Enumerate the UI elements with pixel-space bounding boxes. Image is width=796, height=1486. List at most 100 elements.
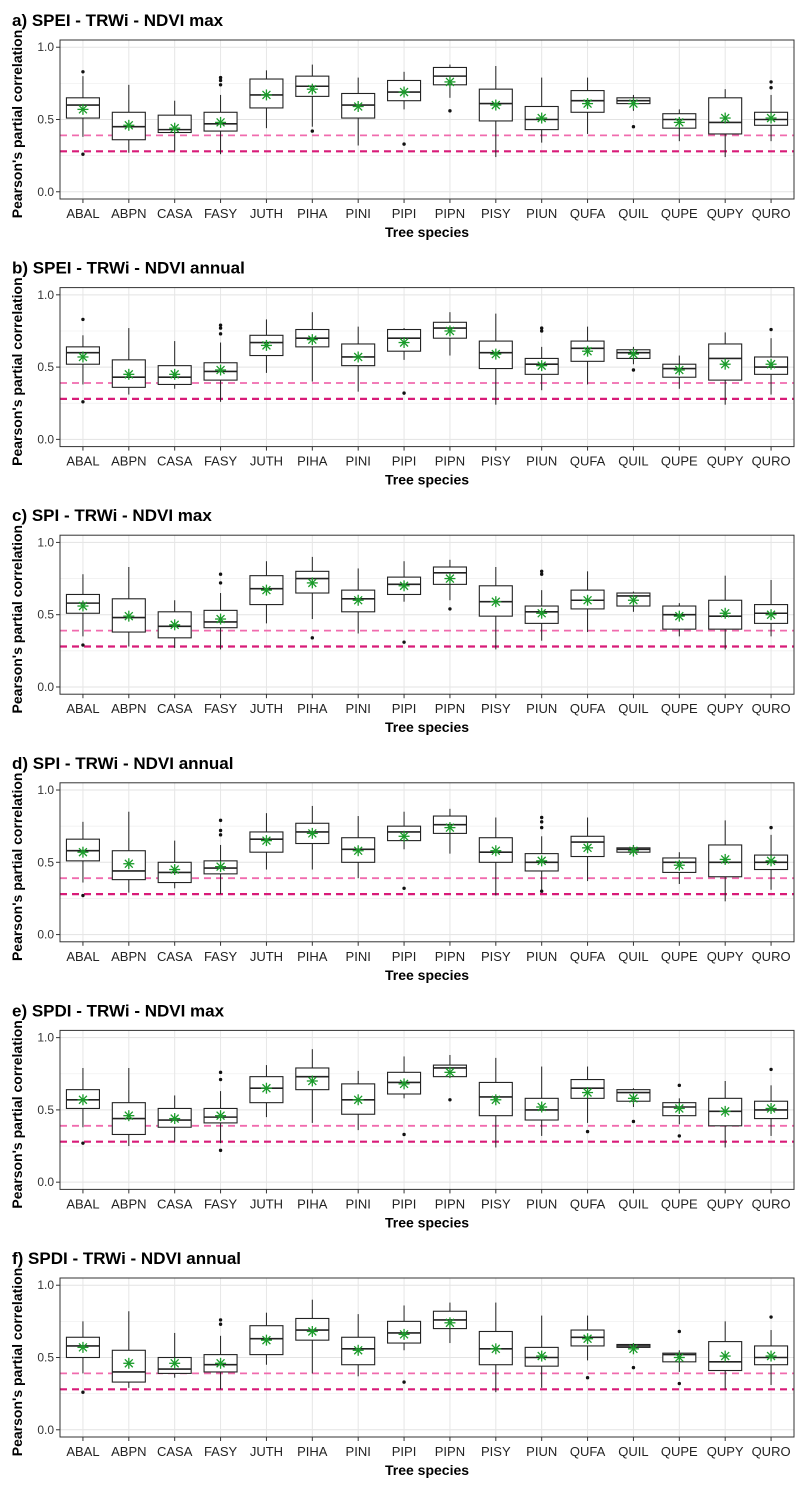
box-pipi [387, 71, 422, 146]
mean-marker [582, 98, 594, 110]
x-tick-label: QUPY [707, 1444, 744, 1459]
box-quil [616, 1088, 651, 1124]
mean-marker [169, 864, 181, 876]
x-tick-label: QUIL [618, 701, 648, 716]
y-tick-label: 0.0 [37, 432, 54, 446]
box-piun [524, 569, 559, 641]
mean-marker [582, 345, 594, 357]
mean-marker [398, 580, 410, 592]
mean-marker [398, 830, 410, 842]
x-tick-label: QURO [752, 454, 791, 469]
box-abal [65, 317, 100, 404]
x-tick-label: JUTH [250, 1444, 283, 1459]
box-qupy [708, 1080, 743, 1148]
x-tick-label: FASY [204, 454, 238, 469]
box-quro [754, 580, 789, 637]
x-axis-label: Tree species [385, 1214, 469, 1230]
outlier-point [218, 818, 223, 823]
x-tick-label: PINI [346, 1444, 371, 1459]
outlier-point [310, 129, 315, 133]
x-axis-label: Tree species [385, 1462, 469, 1478]
mean-marker [169, 368, 181, 380]
mean-marker [306, 577, 318, 589]
mean-marker [490, 1343, 502, 1355]
box-abpn [111, 1311, 146, 1388]
box-abpn [111, 567, 146, 647]
box-qupy [708, 575, 743, 650]
mean-marker [490, 1094, 502, 1106]
mean-marker [444, 325, 456, 337]
mean-marker [123, 119, 135, 131]
mean-marker [536, 360, 548, 372]
x-tick-label: QUPE [661, 949, 698, 964]
x-tick-label: ABPN [111, 206, 146, 221]
mean-marker [77, 103, 89, 115]
x-tick-label: PIHA [297, 701, 328, 716]
mean-marker [627, 845, 639, 857]
box-pipn [432, 64, 467, 113]
box-qufa [570, 1315, 605, 1380]
panel-title: d) SPI - TRWi - NDVI annual [12, 754, 233, 773]
x-tick-label: ABPN [111, 1444, 146, 1459]
box-qupe [662, 109, 697, 142]
x-tick-label: PISY [481, 454, 511, 469]
box-qupy [708, 820, 743, 902]
panel-title: b) SPEI - TRWi - NDVI annual [12, 259, 245, 278]
outlier-point [402, 886, 406, 891]
x-tick-label: QUIL [618, 206, 648, 221]
mean-marker [673, 1352, 685, 1363]
box-piun [524, 326, 559, 391]
box-qupy [708, 332, 743, 405]
mean-marker [536, 855, 548, 867]
x-tick-label: PIUN [526, 454, 557, 469]
x-tick-label: FASY [204, 1196, 238, 1211]
box-pipi [387, 1056, 422, 1137]
box-juth [249, 1065, 284, 1118]
mean-marker [215, 1357, 227, 1369]
box-quil [616, 94, 651, 129]
x-tick-label: PIPI [392, 454, 417, 469]
outlier-point [218, 326, 223, 330]
box-juth [249, 1312, 284, 1365]
outlier-point [631, 1119, 636, 1124]
mean-marker [719, 1350, 731, 1362]
x-tick-label: QUPY [707, 454, 744, 469]
x-tick-label: ABAL [66, 206, 99, 221]
y-tick-label: 0.0 [37, 928, 54, 942]
outlier-point [218, 1070, 223, 1075]
box-qufa [570, 571, 605, 633]
mean-marker [627, 1092, 639, 1104]
x-tick-label: PIHA [297, 1444, 328, 1459]
box-qupe [662, 355, 697, 389]
y-tick-label: 0.0 [37, 1175, 54, 1189]
y-tick-label: 1.0 [37, 288, 54, 302]
y-tick-label: 0.5 [37, 855, 54, 869]
box-casa [157, 840, 192, 889]
x-tick-label: ABAL [66, 454, 99, 469]
mean-marker [352, 351, 364, 363]
box-abpn [111, 811, 146, 893]
x-tick-label: PIHA [297, 1196, 328, 1211]
box-piha [295, 312, 330, 382]
box-pini [341, 568, 376, 634]
outlier-point [539, 326, 544, 330]
x-tick-label: JUTH [250, 454, 283, 469]
mean-marker [582, 842, 594, 854]
mean-marker [719, 607, 731, 619]
mean-marker [215, 364, 227, 376]
outlier-point [539, 572, 544, 576]
box-piha [295, 556, 330, 640]
y-tick-label: 0.0 [37, 680, 54, 694]
outlier-point [539, 815, 544, 820]
mean-marker [306, 334, 318, 346]
box-fasy [203, 75, 238, 155]
box-pipi [387, 328, 422, 395]
x-tick-label: PIPI [392, 949, 417, 964]
mean-marker [260, 584, 272, 596]
outlier-point [81, 400, 85, 404]
x-tick-label: FASY [204, 949, 238, 964]
outlier-point [402, 1380, 406, 1384]
x-tick-label: QUFA [570, 949, 606, 964]
x-tick-label: PIUN [526, 701, 557, 716]
outlier-point [81, 1390, 85, 1394]
